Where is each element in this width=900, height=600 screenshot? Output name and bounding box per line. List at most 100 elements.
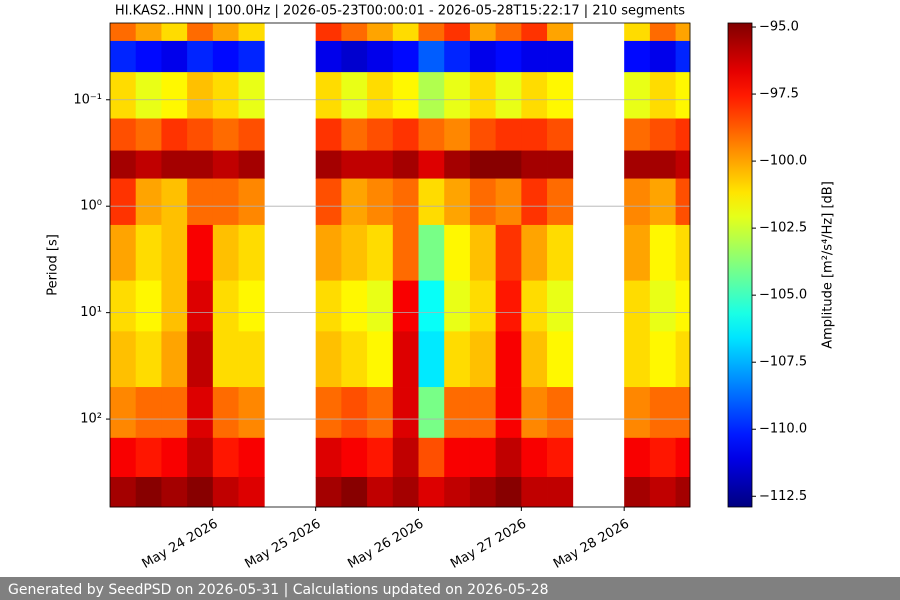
colorbar-tick-label: −105.0 [759,288,807,303]
heatmap-cell [315,118,342,151]
colorbar-label: Amplitude [m²/s⁴/Hz] [dB] [821,181,836,349]
heatmap-cell [418,178,445,226]
heatmap-cell [110,40,137,73]
heatmap-cell [521,331,548,388]
heatmap-cell [187,387,214,439]
heatmap-cell [238,40,265,73]
heatmap-cell [444,23,471,42]
heatmap-cell [161,476,188,508]
y-tick-label: 10¹ [80,305,102,320]
heatmap-cell [135,387,162,439]
heatmap-cell [238,72,265,119]
heatmap-cell [315,437,342,478]
heatmap-cell [341,280,368,332]
heatmap-cell [495,23,522,42]
footer-text: Generated by SeedPSD on 2026-05-31 | Cal… [8,582,549,598]
heatmap-cell [238,476,265,508]
heatmap-cell [212,280,239,332]
footer-bar [0,577,900,600]
heatmap-cell [238,178,265,226]
heatmap-cell [135,280,162,332]
heatmap-cell [418,23,445,42]
heatmap-cell [212,437,239,478]
heatmap-cell [392,118,419,151]
colorbar-tick-label: −107.5 [759,355,807,370]
heatmap-cell [469,118,497,151]
heatmap-cell [161,280,188,332]
heatmap-cell [521,178,548,226]
heatmap-cell [187,178,214,226]
heatmap-cell [187,331,214,388]
heatmap-cell [624,23,651,42]
heatmap-cell [624,280,651,332]
heatmap-cell [341,150,368,179]
heatmap-cell [110,476,137,508]
heatmap-cell [392,387,419,439]
y-tick-label: 10⁻¹ [73,92,102,107]
heatmap-cell [315,331,342,388]
heatmap-cell [624,476,651,508]
heatmap-cell [238,280,265,332]
heatmap-cell [161,387,188,439]
y-axis-label: Period [s] [46,234,61,296]
heatmap-cell [212,331,239,388]
heatmap-cell [161,224,188,281]
heatmap-cell [495,224,522,281]
heatmap-cell [367,387,394,439]
heatmap-cell [418,72,445,119]
heatmap-cell [212,118,239,151]
heatmap-cell [624,72,651,119]
colorbar-tick-label: −95.0 [759,20,799,35]
heatmap-cell [315,178,342,226]
heatmap-cell [135,331,162,388]
heatmap-cell [675,476,691,508]
heatmap-cell [367,331,394,388]
heatmap-cell [238,437,265,478]
x-tick-label: May 27 2026 [448,517,529,572]
heatmap-cell [110,118,137,151]
heatmap-cell [212,178,239,226]
heatmap-cell [649,224,677,281]
heatmap-cell [469,224,497,281]
heatmap-cell [212,387,239,439]
x-tick-label: May 24 2026 [140,517,221,572]
heatmap-cell [315,23,342,42]
x-tick-label: May 25 2026 [243,517,324,572]
heatmap-cell [649,280,677,332]
heatmap-cell [444,178,471,226]
heatmap-cell [161,72,188,119]
heatmap-cell [187,40,214,73]
heatmap-cell [495,437,522,478]
heatmap-cell [367,178,394,226]
heatmap-cell [469,150,497,179]
heatmap-cell [495,118,522,151]
colorbar [727,22,753,508]
heatmap-cell [238,331,265,388]
heatmap-cell [418,437,445,478]
heatmap-cell [418,224,445,281]
heatmap-cell [418,118,445,151]
heatmap-cell [135,437,162,478]
heatmap-cell [110,23,137,42]
heatmap-cell [521,72,548,119]
heatmap-cell [392,280,419,332]
heatmap-cell [135,178,162,226]
heatmap-cell [444,150,471,179]
x-tick-label: May 28 2026 [551,517,632,572]
heatmap-cell [315,224,342,281]
heatmap-cell [521,118,548,151]
heatmap-cell [469,331,497,388]
heatmap-cell [212,72,239,119]
heatmap-cell [238,23,265,42]
heatmap-cell [418,40,445,73]
heatmap-cell [187,476,214,508]
colorbar-tick-label: −112.5 [759,489,807,504]
heatmap-cell [367,118,394,151]
heatmap-cell [675,280,691,332]
heatmap-cell [675,150,691,179]
heatmap-cell [238,387,265,439]
heatmap-cell [444,280,471,332]
heatmap-cell [418,476,445,508]
heatmap-cell [135,118,162,151]
